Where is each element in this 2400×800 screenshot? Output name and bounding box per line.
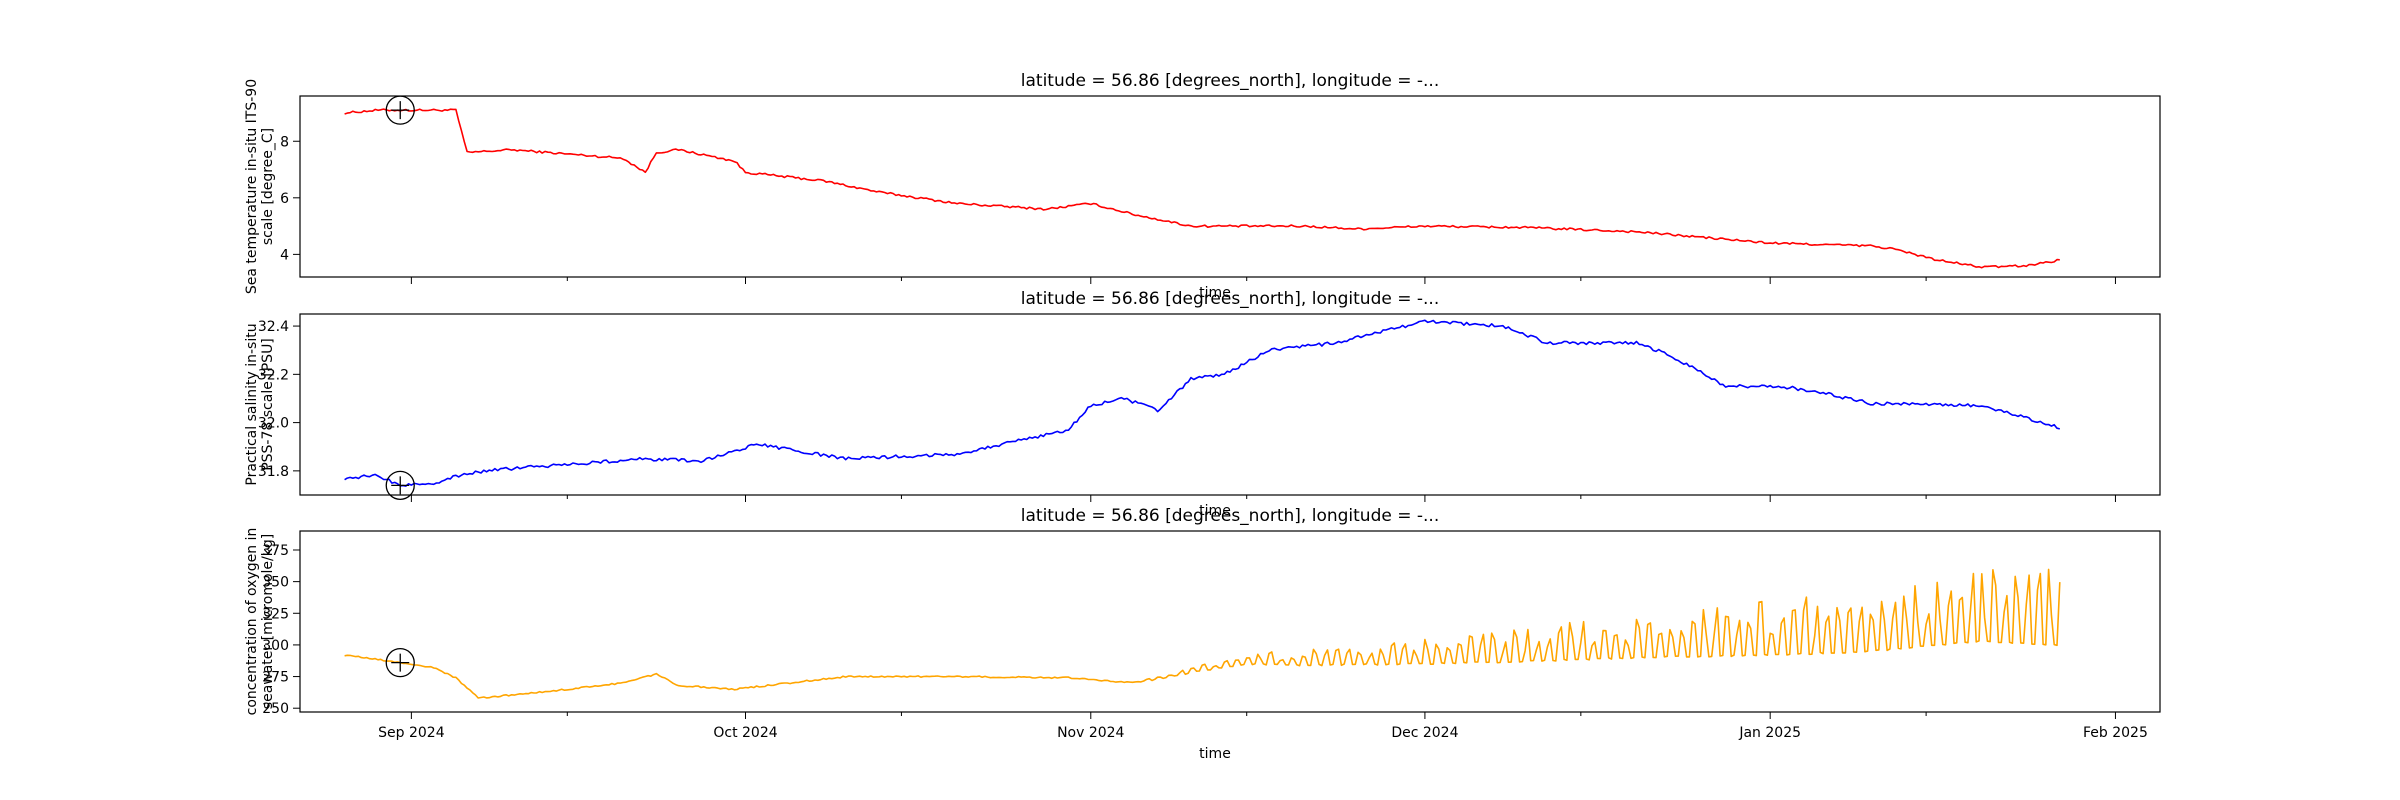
x-tick-label: Nov 2024 [1057, 725, 1124, 741]
crosshair-cursor-icon [385, 95, 415, 125]
crosshair-ring [385, 647, 415, 678]
temperature-panel: latitude = 56.86 [degrees_north], longit… [244, 71, 2161, 301]
y-tick-label: 325 [262, 606, 289, 622]
y-tick-label: 8 [280, 134, 289, 150]
plot-frame [299, 530, 2161, 713]
x-tick-label: Oct 2024 [713, 725, 777, 741]
crosshair-cursor-icon [385, 647, 415, 678]
oxygen-xlabel: time [1199, 746, 1231, 762]
y-tick-label: 300 [262, 638, 289, 654]
y-tick-label: 32.4 [258, 319, 289, 335]
data-series-line [344, 319, 2060, 487]
salinity-panel: latitude = 56.86 [degrees_north], longit… [244, 289, 2161, 519]
salinity-ylabel-line-2: PSS-78 scale [PSU] [260, 338, 276, 471]
crosshair-ring [385, 470, 415, 500]
y-tick-label: 31.8 [258, 464, 289, 480]
oxygen-title: latitude = 56.86 [degrees_north], longit… [1021, 506, 1439, 526]
y-tick-label: 250 [262, 701, 289, 717]
x-tick-label: Dec 2024 [1391, 725, 1458, 741]
temperature-title: latitude = 56.86 [degrees_north], longit… [1021, 71, 1439, 91]
y-tick-label: 32.2 [258, 367, 289, 383]
y-tick-label: 32.0 [258, 416, 289, 432]
temperature-ylabel-line-2: scale [degree_C] [260, 128, 276, 245]
salinity-xlabel: time [1199, 503, 1231, 519]
y-tick-label: 4 [280, 247, 289, 263]
salinity-title: latitude = 56.86 [degrees_north], longit… [1021, 289, 1439, 309]
temperature-xlabel: time [1199, 285, 1231, 301]
x-tick-label: Feb 2025 [2083, 725, 2148, 741]
crosshair-ring [385, 95, 415, 125]
y-tick-label: 275 [262, 670, 289, 686]
oxygen-ylabel-line-1: concentration of oxygen in [244, 528, 260, 716]
crosshair-cursor-icon [385, 470, 415, 500]
plot-frame [299, 313, 2161, 496]
x-tick-label: Sep 2024 [378, 725, 445, 741]
y-tick-label: 350 [262, 575, 289, 591]
salinity-ylabel-line-1: Practical salinity in-situ [244, 323, 260, 485]
y-tick-label: 375 [262, 543, 289, 559]
plot-frame [299, 95, 2161, 278]
oxygen-panel: latitude = 56.86 [degrees_north], longit… [244, 506, 2161, 762]
data-series-line [344, 568, 2061, 699]
data-series-line [344, 108, 2060, 269]
oxygen-ylabel-line-2: seawater [micromole/kg] [260, 534, 276, 709]
y-tick-label: 6 [280, 191, 289, 207]
temperature-ylabel-line-1: Sea temperature in-situ ITS-90 [244, 79, 260, 294]
x-tick-label: Jan 2025 [1738, 725, 1801, 741]
